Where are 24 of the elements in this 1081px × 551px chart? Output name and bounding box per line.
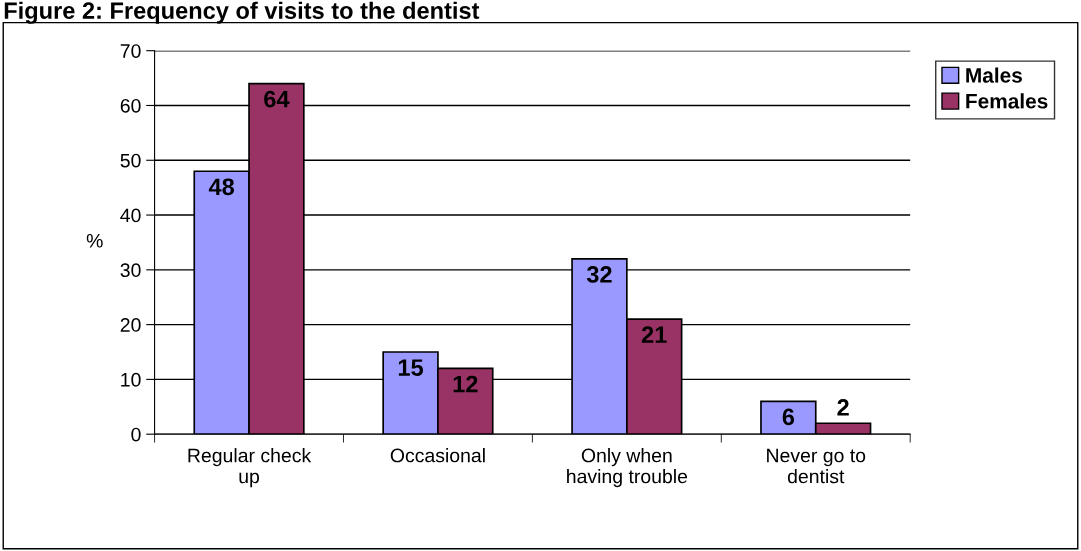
y-tick-label: 60	[120, 98, 141, 113]
y-tick-label: 70	[120, 44, 141, 58]
legend-label: Females	[966, 93, 1048, 109]
legend-label: Males	[966, 67, 1022, 83]
x-tick-label: Regular check up	[188, 448, 312, 488]
x-tick-label: Never go to dentist	[767, 448, 866, 484]
y-tick-label: 20	[120, 318, 141, 332]
y-tick-label: 40	[120, 208, 141, 223]
y-axis-title: %	[86, 233, 103, 248]
x-tick-label: Only when having trouble	[567, 448, 688, 488]
x-tick-label: Occasional	[390, 448, 485, 463]
y-tick-label: 50	[120, 153, 141, 168]
data-label: 12	[453, 375, 478, 393]
data-label: 64	[264, 90, 290, 108]
data-label: 21	[641, 326, 667, 343]
y-tick-label: 0	[131, 427, 141, 442]
data-label: 15	[398, 359, 424, 376]
data-label: 32	[586, 266, 612, 283]
data-label: 2	[837, 399, 849, 416]
y-tick-label: 30	[120, 263, 141, 278]
y-tick-label: 10	[121, 372, 141, 387]
data-label: 48	[208, 178, 235, 196]
data-label: 6	[782, 408, 795, 426]
chart-title: Figure 2: Frequency of visits to the dentist	[4, 1, 480, 24]
